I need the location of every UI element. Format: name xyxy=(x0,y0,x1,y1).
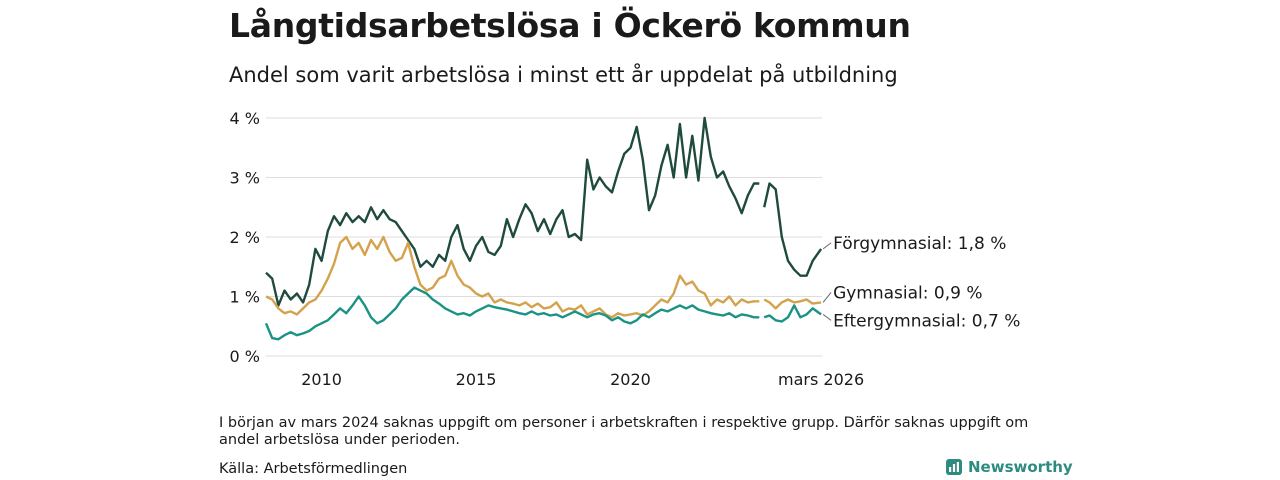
series-end-label: Eftergymnasial: 0,7 % xyxy=(833,311,1020,331)
x-tick-label: 2015 xyxy=(456,370,497,389)
series-end-label: Förgymnasial: 1,8 % xyxy=(833,234,1006,254)
y-tick-label: 1 % xyxy=(230,288,260,307)
y-tick-label: 2 % xyxy=(230,228,260,247)
y-tick-label: 0 % xyxy=(230,347,260,366)
y-axis-ticks: 0 % 1 % 2 % 3 % 4 % xyxy=(230,109,260,366)
series-end-label: Gymnasial: 0,9 % xyxy=(833,283,982,303)
series-line-eftergymnasial-0 xyxy=(264,286,760,341)
newsworthy-logo-icon xyxy=(946,459,962,475)
brand-logo: Newsworthy xyxy=(946,458,1073,476)
line-chart: 0 % 1 % 2 % 3 % 4 % 2010 2015 2020 mars 2026 Fö… xyxy=(230,109,1021,389)
series-line-gymnasial-0 xyxy=(265,235,760,319)
series-lines xyxy=(264,116,823,341)
x-axis-ticks: 2010 2015 2020 mars 2026 xyxy=(301,370,864,389)
x-tick-label: mars 2026 xyxy=(778,370,864,389)
leader-line xyxy=(822,292,832,303)
y-tick-label: 3 % xyxy=(230,169,260,188)
chart-subtitle: Andel som varit arbetslösa i minst ett å… xyxy=(229,63,898,87)
brand-name: Newsworthy xyxy=(968,458,1073,476)
chart-title: Långtidsarbetslösa i Öckerö kommun xyxy=(229,6,911,45)
y-tick-label: 4 % xyxy=(230,109,260,128)
series-line-förgymnasial-1 xyxy=(763,182,823,277)
grid-lines xyxy=(266,117,822,357)
series-line-eftergymnasial-1 xyxy=(763,304,822,323)
x-tick-label: 2020 xyxy=(610,370,651,389)
leader-line xyxy=(822,313,832,321)
series-line-förgymnasial-0 xyxy=(265,116,760,307)
series-end-labels: Förgymnasial: 1,8 % Gymnasial: 0,9 % Efter… xyxy=(822,234,1020,331)
leader-line xyxy=(822,242,832,250)
source-note: Källa: Arbetsförmedlingen xyxy=(219,461,408,477)
x-tick-label: 2010 xyxy=(301,370,342,389)
series-line-gymnasial-1 xyxy=(763,298,822,310)
footnote: I början av mars 2024 saknas uppgift om … xyxy=(219,415,1029,448)
